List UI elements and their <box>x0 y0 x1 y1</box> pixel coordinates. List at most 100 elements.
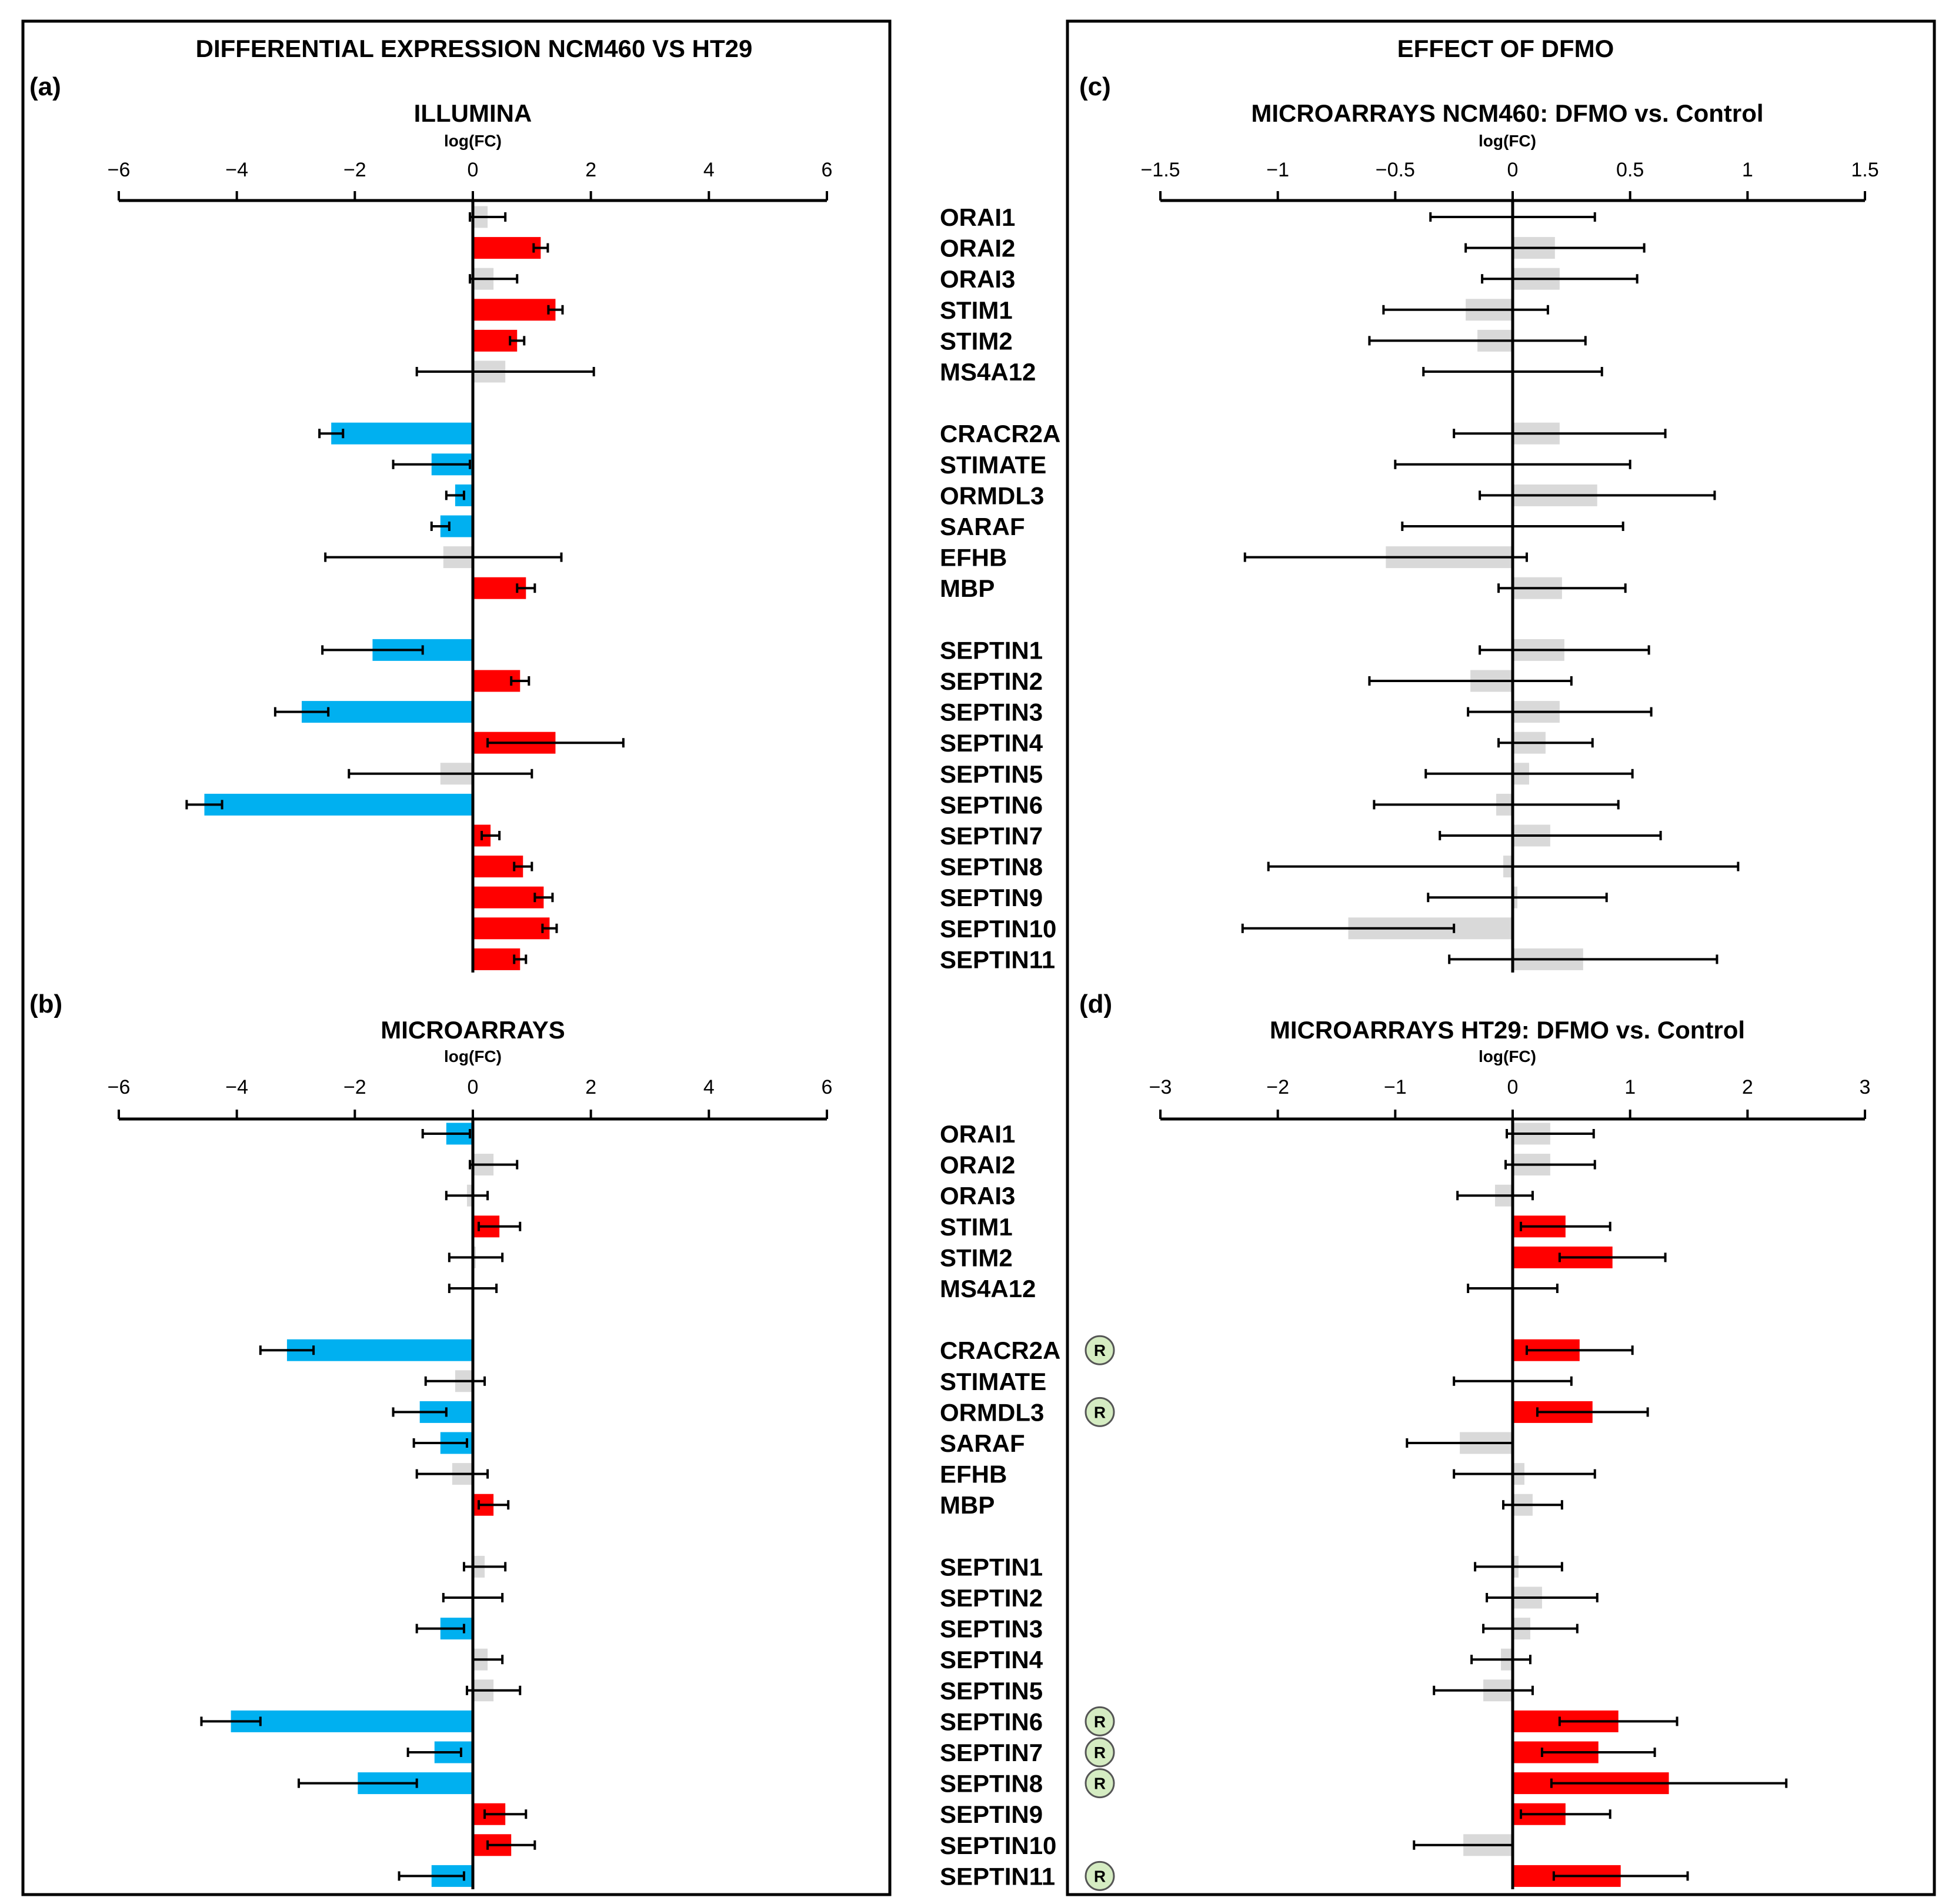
panel-b-xlabel: log(FC) <box>444 1047 502 1065</box>
error-bar <box>1519 1221 1611 1231</box>
gene-label: ORAI2 <box>940 1151 1015 1179</box>
error-bar <box>486 738 625 748</box>
error-bar <box>1481 274 1639 284</box>
svg-text:R: R <box>1094 1743 1106 1762</box>
error-bar <box>547 305 564 315</box>
panel-c: (c) MICROARRAYS NCM460: DFMO vs. Control… <box>940 72 1879 973</box>
x-tick-label: 0.5 <box>1616 159 1644 181</box>
right-frame <box>1066 19 1936 1896</box>
error-bar <box>510 676 530 686</box>
error-bar <box>1433 1685 1534 1695</box>
x-tick-label: −2 <box>343 159 366 181</box>
x-tick-label: 0 <box>468 1076 479 1098</box>
bar <box>204 793 473 816</box>
error-bar <box>1482 1624 1579 1634</box>
gene-label: SEPTIN1 <box>940 1553 1043 1581</box>
error-bar <box>1558 1252 1667 1262</box>
bar <box>473 237 541 259</box>
r-badge: R <box>1085 1737 1115 1768</box>
error-bar <box>448 1252 504 1262</box>
error-bar <box>1525 1345 1634 1355</box>
error-bar <box>1506 1129 1595 1138</box>
error-bar <box>318 429 345 439</box>
panel-c-plot: −1.5 −1 −0.5 0 0.5 1 1.5 ORAI1 ORAI2 ORAI3 STIM1 ST… <box>940 159 1879 973</box>
error-bar <box>1241 923 1456 933</box>
x-tick-label: 4 <box>703 1076 715 1098</box>
x-tick-label: 6 <box>822 1076 833 1098</box>
error-bar <box>1536 1407 1649 1417</box>
gene-label: STIMATE <box>940 1368 1046 1395</box>
r-badge: R <box>1085 1335 1115 1365</box>
error-bar <box>513 861 533 871</box>
x-tick-label: −2 <box>343 1076 366 1098</box>
error-bar <box>412 1438 468 1448</box>
error-bar <box>321 645 424 655</box>
error-bar <box>486 1840 536 1850</box>
gene-label: SEPTIN7 <box>940 822 1043 850</box>
panel-b-label: (b) <box>29 990 62 1018</box>
error-bar <box>1439 831 1662 840</box>
error-bar <box>406 1748 462 1757</box>
panel-a: (a) ILLUMINA log(FC) −6 −4 −2 0 2 4 6 <box>29 72 832 973</box>
gene-label: ORMDL3 <box>940 482 1044 509</box>
gene-label: ORAI1 <box>940 203 1015 231</box>
gene-label: SEPTIN2 <box>940 667 1043 695</box>
error-bar <box>415 1624 465 1634</box>
error-bar <box>398 1871 465 1881</box>
error-bar <box>1470 1655 1531 1665</box>
bar <box>286 1339 473 1361</box>
x-tick-label: 1 <box>1624 1076 1636 1098</box>
error-bar <box>1448 954 1719 964</box>
panel-d: (d) MICROARRAYS HT29: DFMO vs. Control l… <box>940 990 1870 1891</box>
bar <box>473 917 550 940</box>
gene-label: SEPTIN10 <box>940 915 1056 943</box>
error-bar <box>483 1809 528 1819</box>
error-bar <box>273 707 330 717</box>
x-tick-label: 2 <box>1742 1076 1753 1098</box>
error-bar <box>430 522 451 531</box>
gene-label: MBP <box>940 574 995 602</box>
error-bar <box>415 367 595 376</box>
panel-c-label: (c) <box>1079 72 1111 101</box>
error-bar <box>1368 676 1573 686</box>
panel-b-title: MICROARRAYS <box>381 1016 565 1044</box>
error-bar <box>1486 1593 1599 1602</box>
error-bar <box>324 552 563 562</box>
error-bar <box>1453 429 1667 439</box>
gene-label: SEPTIN5 <box>940 1677 1043 1705</box>
x-tick-label: −4 <box>225 1076 248 1098</box>
error-bar <box>516 583 536 593</box>
gene-label: SEPTIN4 <box>940 1646 1043 1673</box>
error-bar <box>1497 738 1594 748</box>
x-tick-label: 4 <box>703 159 715 181</box>
gene-label: SEPTIN9 <box>940 1801 1043 1828</box>
x-tick-label: 1 <box>1742 159 1753 181</box>
gene-label: ORAI3 <box>940 265 1015 293</box>
x-tick-label: −4 <box>225 159 248 181</box>
gene-label: SARAF <box>940 1429 1025 1457</box>
x-tick-label: 0 <box>468 159 479 181</box>
svg-text:R: R <box>1094 1712 1106 1731</box>
gene-label: ORAI2 <box>940 235 1015 262</box>
error-bar <box>348 769 533 779</box>
left-section-title: DIFFERENTIAL EXPRESSION NCM460 VS HT29 <box>196 35 753 62</box>
gene-label: ORAI1 <box>940 1120 1015 1148</box>
error-bar <box>465 1685 522 1695</box>
gene-label: MS4A12 <box>940 1275 1036 1302</box>
gene-label: SEPTIN5 <box>940 760 1043 788</box>
gene-label: SEPTIN9 <box>940 884 1043 911</box>
error-bar <box>1550 1778 1788 1788</box>
r-badge: R <box>1085 1860 1115 1891</box>
gene-label: SARAF <box>940 513 1025 540</box>
x-tick-label: 0 <box>1507 159 1519 181</box>
x-tick-label: 2 <box>585 159 596 181</box>
panel-d-xlabel: log(FC) <box>1479 1047 1536 1065</box>
panel-a-xlabel: log(FC) <box>444 132 502 150</box>
gene-label: STIMATE <box>940 451 1046 479</box>
gene-label: SEPTIN11 <box>940 946 1055 973</box>
r-badge: R <box>1085 1768 1115 1799</box>
panel-b: (b) MICROARRAYS log(FC) −6 −4 −2 0 2 4 6 <box>29 990 832 1889</box>
error-bar <box>1558 1716 1679 1726</box>
right-section-title: EFFECT OF DFMO <box>1397 35 1614 62</box>
panel-c-xlabel: log(FC) <box>1479 132 1536 150</box>
